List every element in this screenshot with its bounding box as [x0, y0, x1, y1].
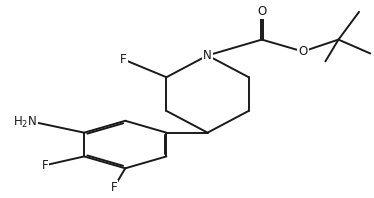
Text: F: F: [111, 181, 117, 194]
Text: F: F: [120, 53, 127, 66]
Text: N: N: [203, 49, 212, 62]
Text: O: O: [298, 45, 307, 58]
Text: O: O: [257, 5, 266, 18]
Text: H$_2$N: H$_2$N: [13, 115, 37, 130]
Text: F: F: [42, 159, 48, 172]
